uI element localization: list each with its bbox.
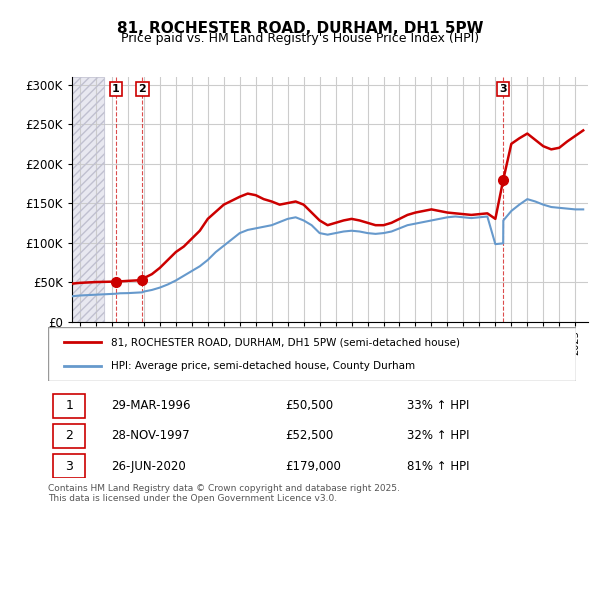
Text: 81% ↑ HPI: 81% ↑ HPI (407, 460, 470, 473)
Bar (72, 77, 104, 322)
Bar (72, 77, 104, 322)
Text: Contains HM Land Registry data © Crown copyright and database right 2025.
This d: Contains HM Land Registry data © Crown c… (48, 484, 400, 503)
Text: 32% ↑ HPI: 32% ↑ HPI (407, 430, 470, 442)
Text: £50,500: £50,500 (286, 399, 334, 412)
FancyBboxPatch shape (53, 454, 85, 478)
Text: 1: 1 (65, 399, 73, 412)
Text: 81, ROCHESTER ROAD, DURHAM, DH1 5PW: 81, ROCHESTER ROAD, DURHAM, DH1 5PW (117, 21, 483, 35)
Text: 1: 1 (112, 84, 119, 94)
Text: £52,500: £52,500 (286, 430, 334, 442)
Text: £179,000: £179,000 (286, 460, 341, 473)
Text: 3: 3 (499, 84, 507, 94)
Text: 29-MAR-1996: 29-MAR-1996 (112, 399, 191, 412)
Text: 2: 2 (139, 84, 146, 94)
Text: 3: 3 (65, 460, 73, 473)
FancyBboxPatch shape (53, 424, 85, 448)
FancyBboxPatch shape (48, 327, 576, 381)
Text: 2: 2 (65, 430, 73, 442)
FancyBboxPatch shape (53, 394, 85, 418)
Text: HPI: Average price, semi-detached house, County Durham: HPI: Average price, semi-detached house,… (112, 360, 415, 371)
Text: 81, ROCHESTER ROAD, DURHAM, DH1 5PW (semi-detached house): 81, ROCHESTER ROAD, DURHAM, DH1 5PW (sem… (112, 337, 460, 348)
Text: 28-NOV-1997: 28-NOV-1997 (112, 430, 190, 442)
Text: Price paid vs. HM Land Registry's House Price Index (HPI): Price paid vs. HM Land Registry's House … (121, 32, 479, 45)
Text: 33% ↑ HPI: 33% ↑ HPI (407, 399, 469, 412)
Text: 26-JUN-2020: 26-JUN-2020 (112, 460, 186, 473)
